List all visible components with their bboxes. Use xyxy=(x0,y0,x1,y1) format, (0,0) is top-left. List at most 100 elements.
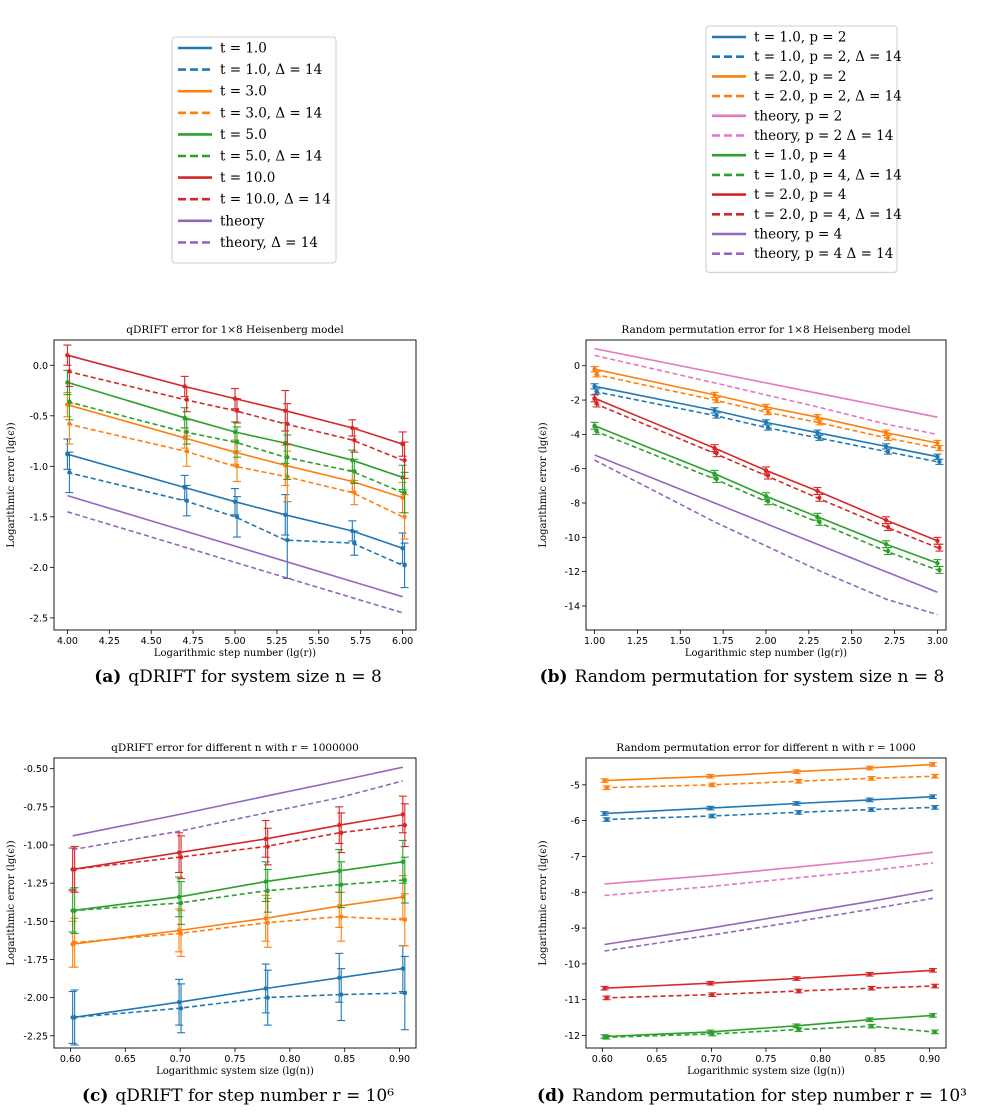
x-tick-label: 0.90 xyxy=(389,1054,410,1065)
data-point xyxy=(400,859,406,864)
data-point xyxy=(178,931,184,936)
data-point xyxy=(184,397,189,402)
data-point xyxy=(602,986,607,991)
data-point xyxy=(794,769,799,774)
x-tick-label: 5.75 xyxy=(350,636,371,647)
y-tick-label: -10 xyxy=(564,959,580,970)
data-point xyxy=(765,499,771,504)
data-point xyxy=(337,822,342,828)
series-line xyxy=(594,368,938,444)
x-tick-label: 5.00 xyxy=(224,636,245,647)
series-line xyxy=(72,780,404,851)
data-point xyxy=(867,797,872,803)
data-point xyxy=(263,916,268,921)
data-point xyxy=(708,774,713,779)
x-tick-label: 0.65 xyxy=(646,1054,667,1065)
data-point xyxy=(265,844,270,849)
data-point xyxy=(708,805,713,811)
caption-a: (a) qDRIFT for system size n = 8 xyxy=(94,667,382,687)
data-point xyxy=(765,409,771,415)
plot-frame xyxy=(585,339,947,631)
y-tick-label: -0.5 xyxy=(29,411,48,422)
data-point xyxy=(184,498,189,503)
y-tick-label: -5 xyxy=(571,780,580,791)
caption-c: (c) qDRIFT for step number r = 10⁶ xyxy=(82,1086,394,1106)
x-tick-label: 1.75 xyxy=(713,636,734,647)
y-tick-label: -6 xyxy=(571,816,580,827)
data-point xyxy=(283,463,288,468)
data-point xyxy=(265,920,270,926)
x-tick-label: 4.50 xyxy=(141,636,162,647)
data-point xyxy=(712,408,717,413)
x-tick-label: 5.50 xyxy=(308,636,329,647)
x-tick-label: 3.00 xyxy=(927,636,948,647)
series-line xyxy=(604,851,933,885)
data-point xyxy=(234,464,240,469)
y-tick-label: -2.0 xyxy=(29,563,48,574)
x-tick-label: 0.85 xyxy=(334,1054,355,1065)
data-point xyxy=(932,774,938,779)
data-point xyxy=(339,914,344,919)
data-point xyxy=(182,415,187,421)
data-point xyxy=(883,430,889,435)
data-point xyxy=(932,805,938,810)
data-point xyxy=(883,517,889,523)
x-tick-label: 0.65 xyxy=(115,1054,136,1065)
data-point xyxy=(402,822,408,828)
data-point xyxy=(935,454,940,459)
data-point xyxy=(796,779,801,784)
data-point xyxy=(796,1027,801,1032)
y-tick-label: -9 xyxy=(571,924,580,935)
chart-title: qDRIFT error for 1×8 Heisenberg model xyxy=(126,324,344,336)
data-point xyxy=(339,830,344,835)
data-point xyxy=(402,877,408,883)
data-point xyxy=(712,445,717,451)
chart-qdrift-n8: qDRIFT error for 1×8 Heisenberg model 4.0… xyxy=(6,324,417,659)
y-tick-label: -1.25 xyxy=(23,879,48,890)
data-point xyxy=(932,983,938,989)
legend-entry-label: t = 1.0, Δ = 14 xyxy=(220,62,322,78)
legend-entry-label: t = 2.0, p = 2, Δ = 14 xyxy=(754,89,902,105)
data-point xyxy=(592,366,597,372)
legend-entry-label: t = 5.0, Δ = 14 xyxy=(220,149,322,165)
data-point xyxy=(176,1000,182,1005)
caption-b: (b) Random permutation for system size n … xyxy=(540,667,945,687)
data-point xyxy=(352,540,357,546)
data-point xyxy=(883,542,889,547)
data-point xyxy=(602,778,607,783)
plot-frame xyxy=(585,757,947,1049)
y-tick-label: 0 xyxy=(574,361,580,372)
x-tick-label: 6.00 xyxy=(392,636,413,647)
series-line xyxy=(594,402,938,549)
x-tick-label: 0.90 xyxy=(919,1054,940,1065)
legend-entry-label: t = 10.0 xyxy=(220,170,275,186)
chart-title: qDRIFT error for different n with r = 10… xyxy=(111,742,359,754)
y-tick-label: -1.0 xyxy=(29,462,48,473)
y-tick-label: -2 xyxy=(571,396,580,407)
data-point xyxy=(594,401,599,406)
data-point xyxy=(400,812,406,817)
x-tick-label: 0.60 xyxy=(60,1054,81,1065)
plot-series-group xyxy=(68,766,409,1046)
data-point xyxy=(763,404,769,410)
data-point xyxy=(794,976,799,981)
data-point xyxy=(935,440,940,446)
data-point xyxy=(184,448,189,454)
data-point xyxy=(72,867,77,872)
x-tick-label: 1.25 xyxy=(627,636,648,647)
chart-qdrift-r1e6: qDRIFT error for different n with r = 10… xyxy=(6,742,417,1077)
data-point xyxy=(765,425,771,430)
data-point xyxy=(285,455,290,460)
x-axis-label: Logarithmic step number (lg(r)) xyxy=(685,648,847,659)
y-tick-label: -6 xyxy=(571,464,580,475)
legend-entry-label: t = 1.0, p = 4, Δ = 14 xyxy=(754,167,902,183)
data-point xyxy=(714,476,719,482)
data-point xyxy=(178,900,184,906)
data-point xyxy=(796,810,801,815)
y-tick-label: -2.5 xyxy=(29,613,48,624)
y-tick-label: -12 xyxy=(564,1031,580,1042)
series-line xyxy=(604,889,934,946)
data-point xyxy=(867,972,872,977)
data-point xyxy=(869,1023,874,1029)
data-point xyxy=(710,782,715,788)
